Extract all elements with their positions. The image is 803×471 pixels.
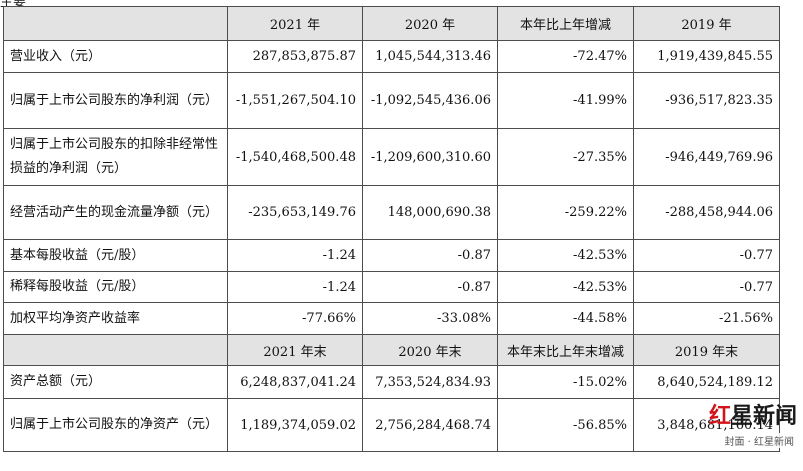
cell-2021: 287,853,875.87 [227, 40, 363, 73]
cell-change: -44.58% [497, 302, 634, 335]
row-label: 营业收入（元） [3, 40, 228, 73]
table-row: 营业收入（元） 287,853,875.87 1,045,544,313.46 … [3, 40, 780, 73]
header-blank [3, 334, 228, 366]
header-change-end: 本年末比上年末增减 [497, 334, 634, 366]
header-2020-end: 2020 年末 [362, 334, 498, 366]
cell-2021: 1,189,374,059.02 [227, 398, 363, 452]
cell-2020: -0.87 [362, 239, 498, 272]
cell-2021: -235,653,149.76 [227, 185, 363, 240]
financial-summary-table: 2021 年 2020 年 本年比上年增减 2019 年 营业收入（元） 287… [3, 6, 780, 452]
header-change: 本年比上年增减 [497, 6, 634, 41]
cell-2020: 148,000,690.38 [362, 185, 498, 240]
row-label: 归属于上市公司股东的扣除非经常性损益的净利润（元） [3, 128, 228, 186]
watermark-logo-dark: 星新闻 [730, 403, 797, 429]
table-header-row-annual: 2021 年 2020 年 本年比上年增减 2019 年 [3, 6, 780, 41]
cell-2019: -21.56% [633, 302, 780, 335]
cell-change: -41.99% [497, 72, 634, 129]
cell-2020: -1,092,545,436.06 [362, 72, 498, 129]
cell-change: -42.53% [497, 271, 634, 303]
row-label: 基本每股收益（元/股） [3, 239, 228, 272]
header-2019-end: 2019 年末 [633, 334, 780, 366]
cell-change: -72.47% [497, 40, 634, 73]
cell-2019: -0.77 [633, 239, 780, 272]
cell-2019: 1,919,439,845.55 [633, 40, 780, 73]
table-row: 归属于上市公司股东的净利润（元） -1,551,267,504.10 -1,09… [3, 72, 780, 129]
cell-2021: -1.24 [227, 239, 363, 272]
cell-2021: -77.66% [227, 302, 363, 335]
watermark-logo-red: 红 [708, 403, 731, 429]
cell-2021: -1,551,267,504.10 [227, 72, 363, 129]
header-2020: 2020 年 [362, 6, 498, 41]
cell-2021: -1,540,468,500.48 [227, 128, 363, 186]
cell-2020: 2,756,284,468.74 [362, 398, 498, 452]
table-row: 归属于上市公司股东的净资产（元） 1,189,374,059.02 2,756,… [3, 398, 780, 452]
cell-2020: -1,209,600,310.60 [362, 128, 498, 186]
table-row: 稀释每股收益（元/股） -1.24 -0.87 -42.53% -0.77 [3, 271, 780, 303]
row-label: 经营活动产生的现金流量净额（元） [3, 185, 228, 240]
cell-2020: -33.08% [362, 302, 498, 335]
row-label: 归属于上市公司股东的净资产（元） [3, 398, 228, 452]
row-label: 资产总额（元） [3, 365, 228, 399]
cell-change: -42.53% [497, 239, 634, 272]
header-2019: 2019 年 [633, 6, 780, 41]
cell-2019: -936,517,823.35 [633, 72, 780, 129]
table-row: 经营活动产生的现金流量净额（元） -235,653,149.76 148,000… [3, 185, 780, 240]
row-label: 稀释每股收益（元/股） [3, 271, 228, 303]
table-header-row-yearend: 2021 年末 2020 年末 本年末比上年末增减 2019 年末 [3, 334, 780, 366]
table-row: 加权平均净资产收益率 -77.66% -33.08% -44.58% -21.5… [3, 302, 780, 335]
header-2021-end: 2021 年末 [227, 334, 363, 366]
cell-2021: 6,248,837,041.24 [227, 365, 363, 399]
cell-change: -56.85% [497, 398, 634, 452]
watermark-logo: 红星新闻 [709, 403, 797, 429]
cell-change: -15.02% [497, 365, 634, 399]
cell-change: -259.22% [497, 185, 634, 240]
cell-2020: 1,045,544,313.46 [362, 40, 498, 73]
header-2021: 2021 年 [227, 6, 363, 41]
cell-2021: -1.24 [227, 271, 363, 303]
table-row: 资产总额（元） 6,248,837,041.24 7,353,524,834.9… [3, 365, 780, 399]
cell-2019: -288,458,944.06 [633, 185, 780, 240]
row-label: 加权平均净资产收益率 [3, 302, 228, 335]
watermark-subtitle: 封面 · 红星新闻 [721, 433, 797, 448]
cell-2020: 7,353,524,834.93 [362, 365, 498, 399]
section-caption-fragment: 主要 [0, 0, 27, 10]
cell-2019: -946,449,769.96 [633, 128, 780, 186]
row-label: 归属于上市公司股东的净利润（元） [3, 72, 228, 129]
cell-2019: 8,640,524,189.12 [633, 365, 780, 399]
cell-2020: -0.87 [362, 271, 498, 303]
cell-2019: -0.77 [633, 271, 780, 303]
cell-change: -27.35% [497, 128, 634, 186]
table-row: 归属于上市公司股东的扣除非经常性损益的净利润（元） -1,540,468,500… [3, 128, 780, 186]
table-row: 基本每股收益（元/股） -1.24 -0.87 -42.53% -0.77 [3, 239, 780, 272]
header-blank [3, 6, 228, 41]
red-star-news-watermark: 红星新闻 封面 · 红星新闻 [665, 403, 797, 463]
